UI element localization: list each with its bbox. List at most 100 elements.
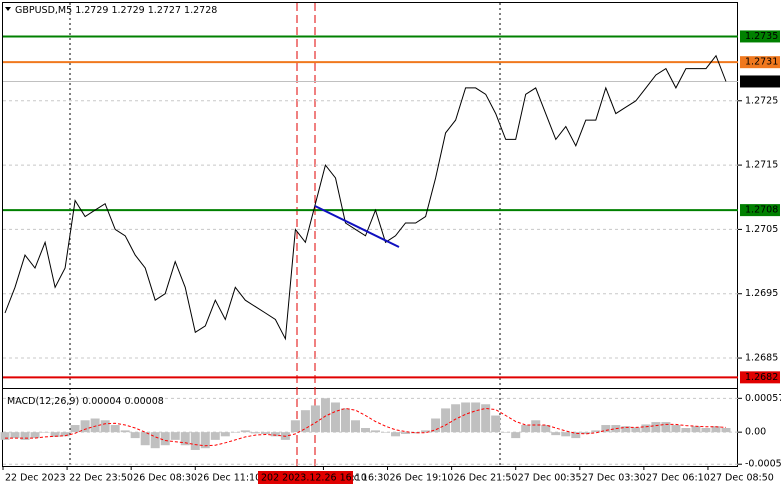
macd-bar [501, 432, 511, 433]
macd-bar [601, 425, 611, 433]
macd-bar [270, 432, 280, 437]
macd-bar [441, 408, 451, 433]
indicator-header: MACD(12,26,9) 0.00004 0.00008 [7, 396, 164, 407]
trend-line [314, 205, 400, 248]
macd-bar [461, 402, 471, 433]
macd-bar [200, 432, 210, 449]
macd-bar [70, 425, 80, 433]
level-label-bg [740, 56, 780, 69]
level-label: 1.2731 [745, 57, 778, 68]
y-tick-label: 1.2725 [745, 95, 778, 106]
x-tick-label: 27 Dec 08:50 [710, 473, 774, 484]
cursor-label: 202 2023.12.26 16:10 [261, 473, 367, 484]
x-tick-label: 22 Dec 2023 [5, 473, 66, 484]
macd-bar [290, 420, 300, 433]
x-tick-label: 27 Dec 03:30 [582, 473, 646, 484]
y-tick-label: 0.00057 [745, 393, 781, 404]
macd-bar [320, 398, 330, 433]
macd-value: 0.00004 [82, 396, 121, 407]
ohlc-open: 1.2729 [75, 5, 108, 16]
macd-bar [50, 432, 60, 437]
macd-bar [120, 430, 130, 433]
macd-bar [350, 420, 360, 433]
macd-bar [20, 432, 30, 440]
macd-bar [471, 402, 481, 433]
x-tick-label: 26 Dec 21:50 [454, 473, 518, 484]
macd-bar [90, 418, 100, 433]
macd-bar [0, 432, 10, 440]
macd-bar [511, 432, 521, 439]
macd-bar [230, 432, 240, 433]
y-tick-label: 0.00 [745, 427, 766, 438]
signal-line [5, 407, 727, 447]
macd-bar [581, 432, 591, 434]
indicator-name: MACD(12,26,9) [7, 396, 79, 407]
chart-header: GBPUSD,M5 1.2729 1.2729 1.2727 1.2728 [15, 5, 217, 16]
macd-bar [220, 432, 230, 437]
macd-bar [310, 405, 320, 433]
macd-bar [541, 425, 551, 433]
macd-bar [411, 432, 421, 434]
macd-bar [641, 424, 651, 433]
level-label-bg [740, 30, 780, 43]
macd-bar [190, 432, 200, 450]
macd-bar [391, 432, 401, 437]
macd-bar [381, 432, 391, 433]
y-tick-label: 1.2685 [745, 353, 778, 364]
macd-bar [130, 432, 140, 439]
y-tick-label: 1.2695 [745, 288, 778, 299]
ohlc-high: 1.2729 [111, 5, 144, 16]
macd-bar [451, 404, 461, 433]
macd-bar [340, 408, 350, 433]
macd-bar [491, 415, 501, 433]
macd-bar [330, 402, 340, 433]
signal-value: 0.00008 [125, 396, 164, 407]
macd-bar [701, 428, 711, 433]
x-tick-label: 26 Dec 11:10 [197, 473, 261, 484]
macd-bar [240, 430, 250, 433]
macd-bar [150, 432, 160, 449]
macd-bar [691, 426, 701, 433]
cursor-label-bg [258, 471, 353, 484]
x-tick-label: 26 Dec 16:30 [325, 473, 389, 484]
macd-bar [60, 432, 70, 437]
macd-bar [551, 432, 561, 436]
level-label-bg [740, 371, 780, 384]
y-tick-label: -0.00054 [745, 459, 781, 470]
symbol: GBPUSD,M5 [15, 5, 72, 16]
macd-bar [671, 425, 681, 433]
macd-bar [80, 420, 90, 433]
macd-bar [421, 430, 431, 433]
macd-bar [531, 420, 541, 433]
macd-bar [401, 432, 411, 434]
macd-bar [110, 425, 120, 433]
macd-bar [591, 430, 601, 433]
x-tick-label: 26 Dec 19:10 [390, 473, 454, 484]
y-tick-label: 1.2705 [745, 224, 778, 235]
price-line [4, 54, 727, 341]
macd-bar [621, 426, 631, 433]
ohlc-low: 1.2727 [148, 5, 181, 16]
macd-bar [300, 410, 310, 433]
level-label-bg [740, 75, 780, 88]
macd-bar [631, 427, 641, 433]
ohlc-close: 1.2728 [184, 5, 217, 16]
macd-bar [160, 432, 170, 446]
macd-bar [140, 432, 150, 446]
macd-bar [711, 426, 721, 433]
level-label: 1.2735 [745, 31, 778, 42]
macd-bar [561, 432, 571, 437]
macd-bar [431, 418, 441, 433]
x-tick-label: 27 Dec 00:35 [518, 473, 582, 484]
x-tick-label: 27 Dec 06:10 [646, 473, 710, 484]
level-label-bg [740, 204, 780, 217]
macd-bar [681, 428, 691, 433]
macd-bar [371, 430, 381, 433]
macd-bar [180, 432, 190, 446]
macd-bar [571, 432, 581, 439]
macd-bar [661, 422, 671, 433]
macd-bar [40, 432, 50, 433]
chart-frame [2, 2, 738, 467]
